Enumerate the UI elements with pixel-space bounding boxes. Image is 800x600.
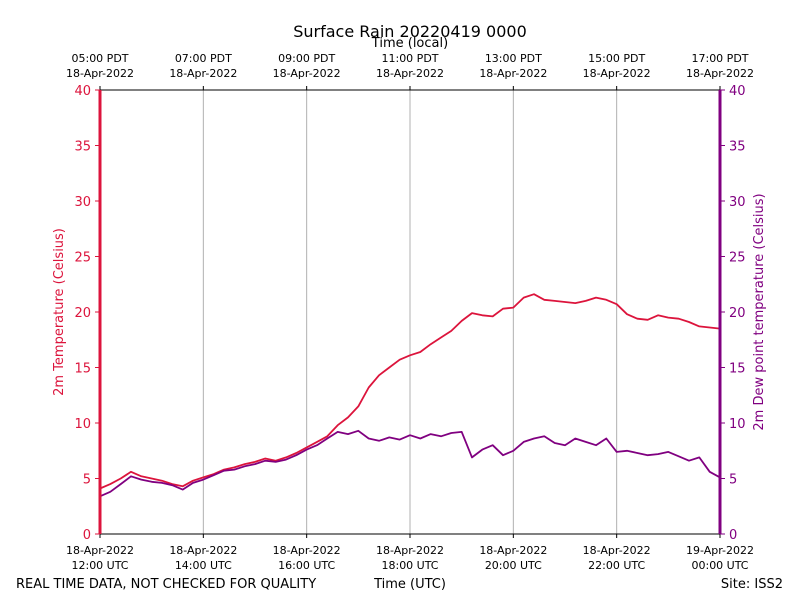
x-tick-label-bottom-date: 18-Apr-2022 [583,544,651,557]
y-tick-label-left: 10 [74,417,91,432]
x-tick-label-bottom-time: 12:00 UTC [71,559,128,572]
x-tick-label-bottom-date: 18-Apr-2022 [273,544,341,557]
y-tick-label-right: 25 [729,251,746,266]
y-tick-label-left: 5 [83,473,91,488]
x-axis-label: Time (UTC) [373,577,446,592]
y-tick-label-right: 5 [729,473,737,488]
x-tick-label-bottom-date: 18-Apr-2022 [376,544,444,557]
y-tick-label-left: 35 [74,140,91,155]
quality-disclaimer: REAL TIME DATA, NOT CHECKED FOR QUALITY [16,577,316,592]
y-tick-label-left: 25 [74,251,91,266]
x-tick-label-top-time: 15:00 PDT [588,52,645,65]
x-tick-label-top-time: 09:00 PDT [278,52,335,65]
y-tick-label-right: 30 [729,195,746,210]
y-tick-label-right: 40 [729,84,746,99]
top-axis-label: Time (local) [371,36,448,51]
x-tick-label-top-time: 17:00 PDT [691,52,748,65]
y-tick-label-right: 15 [729,362,746,377]
x-tick-label-bottom-time: 14:00 UTC [175,559,232,572]
x-tick-label-bottom-time: 00:00 UTC [691,559,748,572]
dewpoint-series-line [99,429,721,498]
site-label: Site: ISS2 [721,577,783,592]
x-tick-label-bottom-date: 18-Apr-2022 [169,544,237,557]
y-tick-label-right: 20 [729,306,746,321]
x-tick-label-bottom-date: 18-Apr-2022 [479,544,547,557]
x-tick-label-bottom-time: 18:00 UTC [381,559,438,572]
x-tick-label-top-time: 13:00 PDT [485,52,542,65]
x-tick-label-bottom-time: 20:00 UTC [485,559,542,572]
x-tick-label-bottom-time: 16:00 UTC [278,559,335,572]
x-tick-label-top-time: 11:00 PDT [381,52,438,65]
y-tick-label-left: 20 [74,306,91,321]
y-axis-label-right: 2m Dew point temperature (Celsius) [752,193,767,430]
axis-ticks: 18-Apr-2022 12:00 UTC 18-Apr-2022 14:00 UTC… [66,52,754,572]
y-tick-label-right: 0 [729,528,737,543]
y-tick-label-left: 15 [74,362,91,377]
x-tick-label-top-date: 18-Apr-2022 [686,67,754,80]
series-layer [99,293,721,498]
x-tick-label-top-time: 07:00 PDT [175,52,232,65]
y-tick-label-left: 40 [74,84,91,99]
grid-lines [202,90,618,534]
x-tick-label-top-time: 05:00 PDT [71,52,128,65]
y-tick-label-right: 10 [729,417,746,432]
x-tick-label-bottom-date: 18-Apr-2022 [66,544,134,557]
x-tick-label-bottom-time: 22:00 UTC [588,559,645,572]
x-tick-label-top-date: 18-Apr-2022 [169,67,237,80]
temperature-series-line [99,293,721,490]
x-tick-label-top-date: 18-Apr-2022 [479,67,547,80]
y-tick-label-left: 0 [83,528,91,543]
x-tick-label-top-date: 18-Apr-2022 [273,67,341,80]
chart-title: Surface Rain 20220419 0000 [293,22,527,41]
y-tick-label-right: 35 [729,140,746,155]
x-tick-label-bottom-date: 19-Apr-2022 [686,544,754,557]
x-tick-label-top-date: 18-Apr-2022 [376,67,444,80]
y-axis-label-left: 2m Temperature (Celsius) [52,228,67,396]
x-tick-label-top-date: 18-Apr-2022 [66,67,134,80]
x-tick-label-top-date: 18-Apr-2022 [583,67,651,80]
y-tick-label-left: 30 [74,195,91,210]
